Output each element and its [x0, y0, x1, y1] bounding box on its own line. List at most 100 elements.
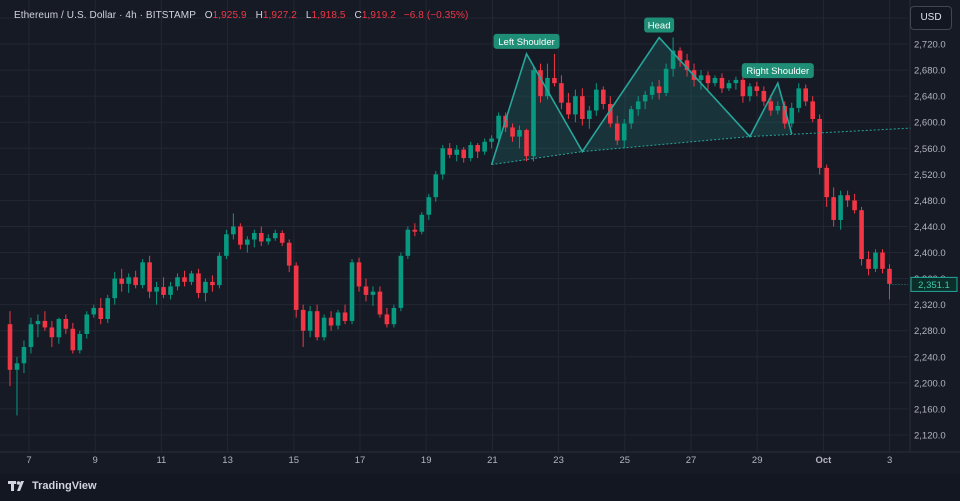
candle-body[interactable] [761, 90, 767, 102]
candle-body[interactable] [279, 233, 285, 243]
candle-body[interactable] [747, 86, 753, 97]
candle-body[interactable] [245, 239, 250, 245]
candle-body[interactable] [91, 307, 97, 315]
candle-body[interactable] [510, 127, 515, 137]
candle-body[interactable] [538, 70, 543, 97]
candle-body[interactable] [370, 291, 376, 295]
candle-body[interactable] [412, 229, 418, 232]
candle-body[interactable] [531, 70, 536, 157]
candle-body[interactable] [161, 287, 166, 295]
candle-body[interactable] [252, 233, 257, 240]
candle-body[interactable] [859, 210, 864, 260]
candle-body[interactable] [649, 86, 655, 95]
candle-body[interactable] [803, 88, 809, 102]
candle-body[interactable] [489, 138, 494, 142]
candle-body[interactable] [517, 130, 522, 137]
candle-body[interactable] [775, 105, 781, 111]
candle-body[interactable] [175, 277, 180, 287]
candle-body[interactable] [119, 278, 124, 284]
candle-body[interactable] [845, 195, 850, 201]
candle-body[interactable] [182, 277, 187, 282]
candle-body[interactable] [824, 167, 829, 198]
candle-body[interactable] [873, 252, 878, 269]
candle-body[interactable] [810, 101, 815, 119]
candle-body[interactable] [496, 115, 501, 139]
candle-body[interactable] [614, 123, 620, 141]
candle-body[interactable] [307, 311, 313, 331]
candle-body[interactable] [398, 255, 404, 308]
candle-body[interactable] [168, 286, 173, 295]
candle-body[interactable] [77, 333, 83, 351]
candle-body[interactable] [203, 281, 208, 293]
candle-body[interactable] [642, 94, 648, 102]
candle-body[interactable] [258, 233, 264, 242]
candle-body[interactable] [566, 102, 571, 115]
candle-body[interactable] [335, 312, 341, 326]
candle-body[interactable] [866, 259, 871, 269]
candle-body[interactable] [628, 109, 634, 124]
tradingview-brand[interactable]: TradingView [8, 480, 97, 492]
candle-body[interactable] [461, 149, 466, 159]
candle-body[interactable] [56, 319, 62, 338]
candle-body[interactable] [621, 123, 627, 141]
candle-body[interactable] [391, 307, 397, 325]
candle-body[interactable] [42, 320, 48, 328]
candle-body[interactable] [433, 174, 439, 198]
candle-body[interactable] [559, 83, 564, 103]
candle-body[interactable] [238, 226, 243, 245]
candle-body[interactable] [265, 238, 271, 242]
candle-body[interactable] [754, 86, 760, 91]
candle-body[interactable] [217, 255, 222, 286]
candle-body[interactable] [210, 281, 215, 286]
candle-body[interactable] [98, 307, 104, 319]
candle-body[interactable] [356, 262, 362, 287]
candle-body[interactable] [468, 145, 473, 159]
candle-body[interactable] [293, 265, 299, 310]
price-chart[interactable]: Left Shoulder Head Right Shoulder 2,120.0 2,… [0, 0, 960, 474]
candle-body[interactable] [196, 273, 201, 293]
candle-body[interactable] [377, 291, 383, 315]
candle-body[interactable] [817, 118, 822, 168]
candle-body[interactable] [419, 214, 425, 232]
candle-body[interactable] [349, 262, 355, 321]
candle-body[interactable] [719, 77, 725, 89]
candle-body[interactable] [405, 229, 411, 256]
candle-body[interactable] [594, 89, 599, 111]
candle-body[interactable] [852, 200, 857, 211]
candle-body[interactable] [656, 86, 662, 93]
candle-body[interactable] [454, 149, 460, 155]
candle-body[interactable] [112, 278, 117, 299]
candle-body[interactable] [740, 79, 746, 97]
candle-body[interactable] [475, 145, 480, 152]
candle-body[interactable] [482, 141, 487, 152]
candle-body[interactable] [796, 88, 802, 108]
candle-body[interactable] [580, 96, 585, 119]
candle-body[interactable] [133, 277, 138, 286]
candle-body[interactable] [363, 286, 369, 295]
candle-body[interactable] [426, 197, 432, 215]
candle-body[interactable] [328, 317, 334, 326]
candle-body[interactable] [663, 68, 669, 93]
candle-body[interactable] [7, 324, 13, 370]
candle-body[interactable] [342, 312, 348, 321]
candle-body[interactable] [677, 50, 683, 61]
candle-body[interactable] [35, 320, 41, 325]
candle-body[interactable] [887, 268, 892, 284]
candle-body[interactable] [552, 77, 557, 84]
candle-body[interactable] [768, 101, 774, 111]
candle-body[interactable] [63, 319, 69, 329]
candle-body[interactable] [154, 287, 159, 292]
candle-body[interactable] [726, 83, 732, 89]
candle-body[interactable] [684, 60, 690, 71]
candle-body[interactable] [84, 314, 90, 334]
candle-body[interactable] [384, 314, 390, 325]
candle-body[interactable] [607, 104, 613, 124]
candle-body[interactable] [314, 311, 320, 338]
candle-body[interactable] [601, 89, 606, 104]
candle-body[interactable] [224, 234, 229, 256]
currency-button[interactable]: USD [910, 6, 952, 30]
candle-body[interactable] [105, 298, 111, 319]
candle-body[interactable] [440, 148, 446, 175]
candle-body[interactable] [21, 347, 27, 364]
candle-body[interactable] [782, 105, 788, 124]
